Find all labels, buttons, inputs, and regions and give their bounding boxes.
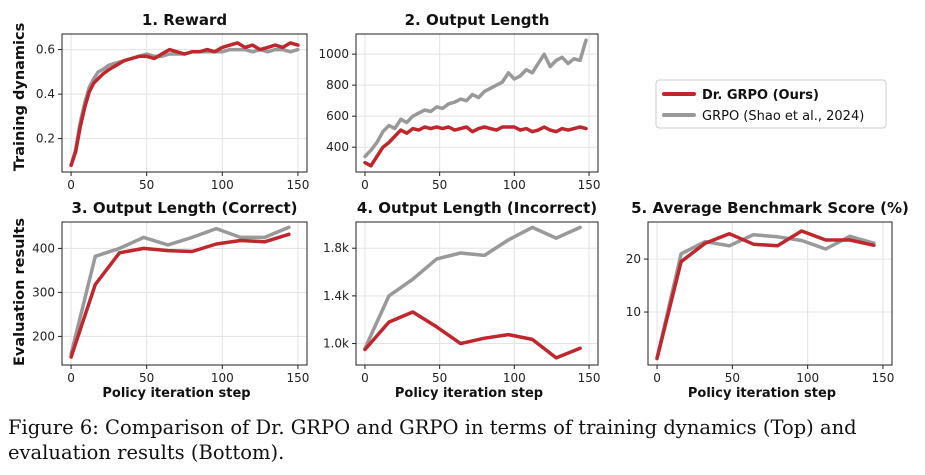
chart-title-p2: 2. Output Length (405, 11, 550, 29)
xtick-label-p4-0: 0 (361, 371, 369, 385)
series-line-p1-grpo (69, 47, 300, 168)
chart-title-p5: 5. Average Benchmark Score (%) (631, 199, 909, 217)
series-line-p3-grpo (69, 225, 291, 356)
ytick-label-p1-0: 0.2 (36, 132, 55, 146)
ytick-label-p4-1: 1.4k (323, 289, 349, 303)
row-label-training: Training dynamics (12, 23, 28, 172)
ytick-label-p4-0: 1.0k (323, 337, 349, 351)
xaxis-label-p5: Policy iteration step (688, 386, 836, 401)
ytick-label-p2-3: 1000 (318, 47, 349, 61)
ytick-label-p1-1: 0.4 (36, 87, 55, 101)
plot-frame-p1 (61, 33, 308, 173)
figure-caption: Figure 6: Comparison of Dr. GRPO and GRP… (8, 416, 857, 464)
series-line-p2-grpo (363, 38, 588, 159)
series-line-p1-drgrpo (69, 41, 300, 168)
series-line-p4-grpo (363, 225, 582, 351)
legend-box (655, 79, 887, 129)
plot-frame-p5 (647, 221, 893, 366)
xtick-label-p5-1: 50 (725, 371, 740, 385)
xtick-label-p3-1: 50 (139, 371, 154, 385)
figure-canvas: Training dynamics Evaluation results Dr.… (12, 11, 909, 401)
xtick-label-p1-1: 50 (139, 178, 154, 192)
xtick-label-p2-2: 100 (503, 178, 526, 192)
legend: Dr. GRPO (Ours) GRPO (Shao et al., 2024) (655, 79, 887, 129)
panel-p1: 0 50 100 150 0.2 0.4 0.6 1. Reward (36, 11, 309, 192)
chart-title-p3: 3. Output Length (Correct) (71, 199, 297, 217)
xtick-label-p4-1: 50 (432, 371, 447, 385)
xtick-label-p4-2: 100 (503, 371, 526, 385)
xaxis-label-p4: Policy iteration step (395, 386, 543, 401)
series-line-p5-grpo (655, 232, 876, 360)
ytick-label-p3-2: 400 (32, 241, 55, 255)
xtick-label-p1-2: 100 (211, 178, 234, 192)
legend-label-grpo: GRPO (Shao et al., 2024) (702, 109, 864, 124)
xaxis-label-p3: Policy iteration step (102, 386, 250, 401)
xtick-label-p5-3: 150 (872, 371, 895, 385)
series-line-p4-drgrpo (363, 310, 582, 360)
xtick-label-p5-0: 0 (653, 371, 661, 385)
plot-frame-p3 (61, 221, 308, 366)
row-label-evaluation: Evaluation results (12, 218, 28, 366)
series-line-p3-drgrpo (69, 232, 291, 359)
ytick-label-p4-2: 1.8k (323, 241, 349, 255)
plot-frame-p4 (355, 221, 599, 366)
ytick-label-p2-2: 800 (326, 78, 349, 92)
series-line-p2-drgrpo (363, 125, 588, 168)
xtick-label-p3-3: 150 (286, 371, 309, 385)
ytick-label-p2-1: 600 (326, 109, 349, 123)
xtick-label-p1-0: 0 (67, 178, 75, 192)
ytick-label-p3-1: 300 (32, 285, 55, 299)
ytick-label-p5-1: 20 (626, 252, 641, 266)
ytick-label-p5-0: 10 (626, 305, 641, 319)
xtick-label-p1-3: 150 (286, 178, 309, 192)
panel-p5: 0 50 100 150 10 20 5. Average Benchmark Score … (626, 199, 909, 401)
xtick-label-p2-3: 150 (578, 178, 601, 192)
xtick-label-p2-0: 0 (361, 178, 369, 192)
chart-title-p1: 1. Reward (142, 11, 227, 29)
xtick-label-p2-1: 50 (432, 178, 447, 192)
ytick-label-p1-2: 0.6 (36, 43, 55, 57)
legend-label-drgrpo: Dr. GRPO (Ours) (702, 88, 819, 103)
ytick-label-p2-0: 400 (326, 140, 349, 154)
xtick-label-p3-0: 0 (67, 371, 75, 385)
xtick-label-p3-2: 100 (211, 371, 234, 385)
plot-frame-p2 (355, 33, 599, 173)
xtick-label-p5-2: 100 (796, 371, 819, 385)
series-line-p5-drgrpo (655, 229, 876, 361)
panel-p3: 0 50 100 150 200 300 400 3. Output Length (Corr… (32, 199, 309, 401)
ytick-label-p3-0: 200 (32, 329, 55, 343)
chart-title-p4: 4. Output Length (Incorrect) (357, 199, 597, 217)
xtick-label-p4-3: 150 (578, 371, 601, 385)
panel-p2: 0 50 100 150 400 600 800 1000 2. Output Length (318, 11, 600, 192)
panel-p4: 0 50 100 150 1.0k 1.4k 1.8k 4. Output Length (I… (323, 199, 601, 401)
